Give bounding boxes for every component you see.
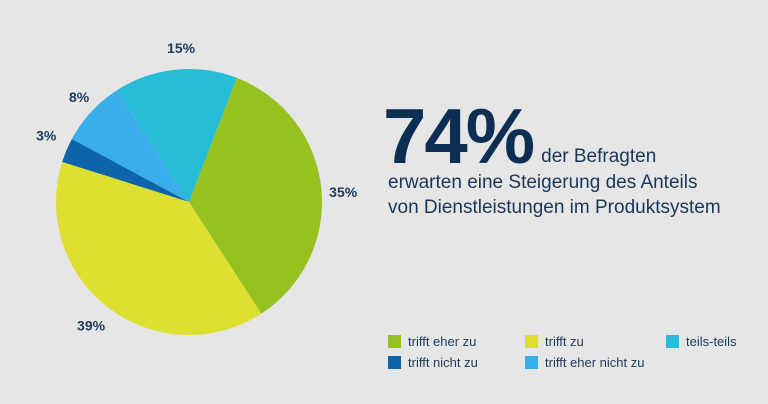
slice-label-trifft-nicht-zu: 3% bbox=[36, 128, 57, 144]
legend-item: trifft eher nicht zu bbox=[525, 355, 644, 370]
legend-swatch bbox=[525, 335, 538, 348]
pie-slice-trifft-eher-nicht-zu bbox=[71, 90, 189, 202]
legend-swatch bbox=[666, 335, 679, 348]
slice-label-trifft-zu: 39% bbox=[77, 317, 106, 333]
legend-swatch bbox=[388, 356, 401, 369]
pie-slice-trifft-eher-zu bbox=[189, 77, 322, 314]
slice-label-trifft-eher-nicht-zu: 8% bbox=[69, 89, 90, 105]
legend-label: trifft eher zu bbox=[408, 334, 477, 349]
legend-item: trifft eher zu bbox=[388, 334, 476, 349]
legend-item: teils-teils bbox=[666, 334, 737, 349]
slice-label-trifft-eher-zu: 35% bbox=[329, 184, 358, 200]
legend-label: teils-teils bbox=[686, 334, 737, 349]
headline-line-2: erwarten eine Steigerung des Anteils bbox=[388, 172, 698, 193]
headline: 74% der Befragten bbox=[383, 96, 656, 176]
pie-slice-trifft-zu bbox=[56, 162, 262, 335]
legend-label: trifft zu bbox=[545, 334, 584, 349]
legend-label: trifft eher nicht zu bbox=[545, 355, 645, 370]
headline-percentage: 74% bbox=[383, 92, 535, 180]
legend-item: trifft nicht zu bbox=[388, 355, 478, 370]
pie-slice-teils-teils bbox=[116, 68, 237, 202]
legend-swatch bbox=[388, 335, 401, 348]
headline-suffix: der Befragten bbox=[541, 146, 657, 167]
legend-swatch bbox=[525, 356, 538, 369]
slice-label-teils-teils: 15% bbox=[167, 40, 196, 56]
pie-slice-trifft-nicht-zu bbox=[62, 138, 189, 202]
headline-line-3: von Dienstleistungen im Produktsystem bbox=[388, 197, 721, 218]
legend-item: trifft zu bbox=[525, 334, 584, 349]
legend-label: trifft nicht zu bbox=[408, 355, 478, 370]
